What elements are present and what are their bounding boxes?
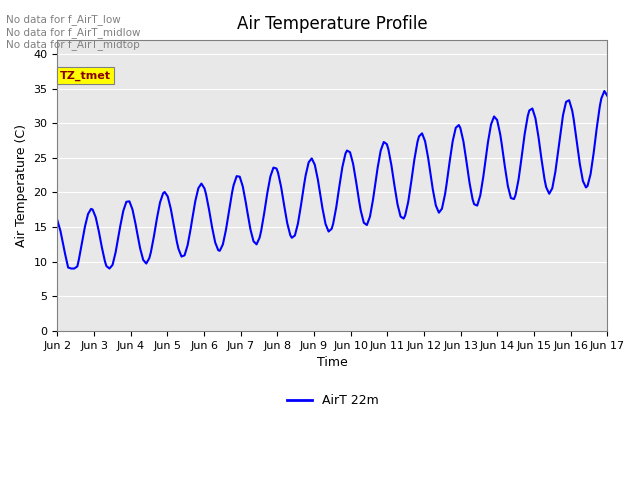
Text: No data for f_AirT_low
No data for f_AirT_midlow
No data for f_AirT_midtop: No data for f_AirT_low No data for f_Air…	[6, 14, 141, 50]
Y-axis label: Air Temperature (C): Air Temperature (C)	[15, 124, 28, 247]
Text: TZ_tmet: TZ_tmet	[60, 71, 111, 81]
X-axis label: Time: Time	[317, 356, 348, 369]
Title: Air Temperature Profile: Air Temperature Profile	[237, 15, 428, 33]
Legend: AirT 22m: AirT 22m	[282, 389, 383, 412]
